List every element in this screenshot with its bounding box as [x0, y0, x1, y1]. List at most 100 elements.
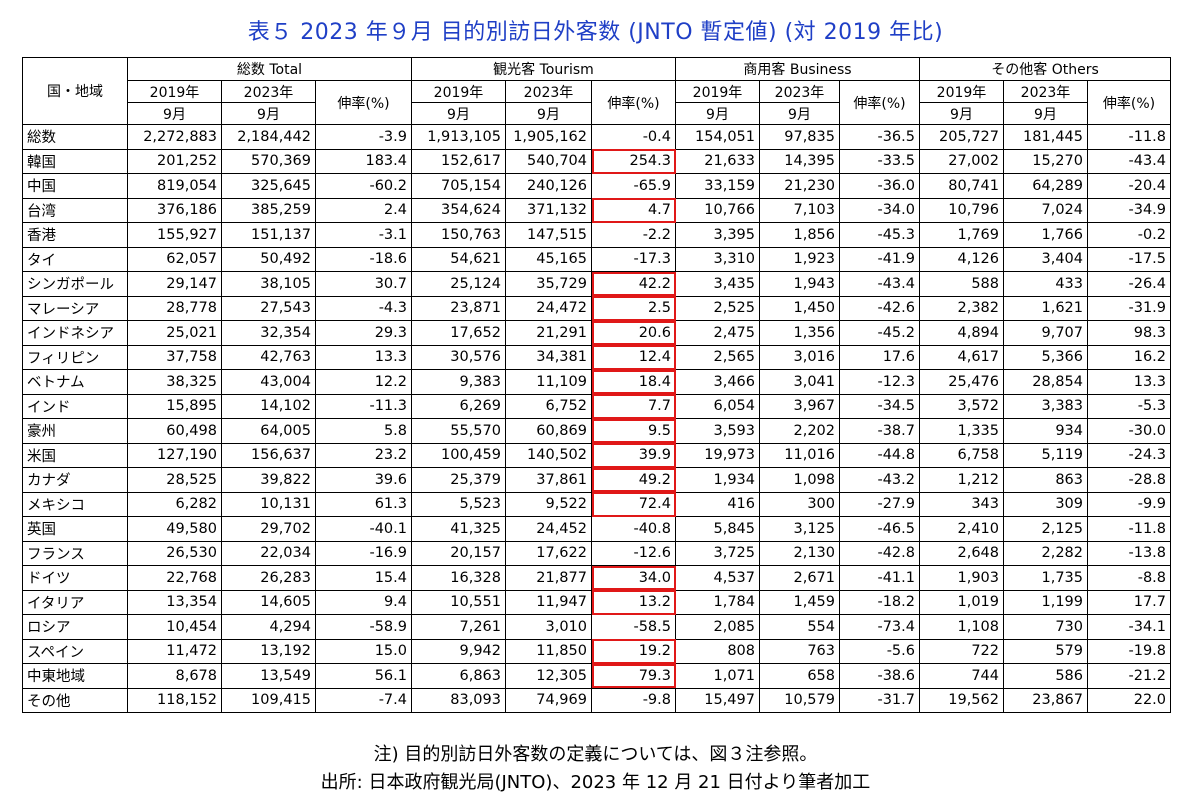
value-cell: 100,459: [411, 442, 506, 468]
highlighted-value-cell: 4.7: [591, 197, 676, 223]
value-cell: 2,282: [1003, 540, 1088, 566]
value-cell: 7,103: [759, 197, 840, 223]
value-cell: -11.8: [1086, 124, 1172, 150]
value-cell: 30.7: [315, 271, 412, 297]
region-name: ドイツ: [22, 565, 128, 591]
month-header: 9月: [221, 102, 316, 125]
highlighted-value-cell: 7.7: [591, 393, 676, 419]
value-cell: 5.8: [315, 418, 412, 444]
value-cell: 8,678: [127, 663, 222, 689]
value-cell: 354,624: [411, 197, 506, 223]
value-cell: 1,450: [759, 295, 840, 321]
value-cell: 1,943: [759, 271, 840, 297]
value-cell: 579: [1003, 638, 1088, 664]
value-cell: 19,562: [919, 687, 1004, 713]
value-cell: 588: [919, 271, 1004, 297]
value-cell: 201,252: [127, 148, 222, 174]
highlighted-value-cell: 79.3: [591, 663, 676, 689]
value-cell: -3.1: [315, 222, 412, 248]
value-cell: -19.8: [1086, 638, 1172, 664]
value-cell: 64,005: [221, 418, 316, 444]
value-cell: 3,041: [759, 369, 840, 395]
value-cell: -58.5: [591, 614, 676, 640]
group-header-tourism: 観光客 Tourism: [411, 57, 676, 81]
value-cell: -18.6: [315, 246, 412, 272]
value-cell: 540,704: [505, 148, 592, 174]
group-header-business: 商用客 Business: [675, 57, 920, 81]
value-cell: 205,727: [919, 124, 1004, 150]
region-name: インド: [22, 393, 128, 419]
value-cell: 50,492: [221, 246, 316, 272]
value-cell: 325,645: [221, 173, 316, 199]
value-cell: 61.3: [315, 491, 412, 517]
value-cell: 21,230: [759, 173, 840, 199]
value-cell: -44.8: [839, 442, 920, 468]
highlighted-value-cell: 19.2: [591, 638, 676, 664]
value-cell: 14,605: [221, 589, 316, 615]
value-cell: 2.4: [315, 197, 412, 223]
value-cell: 570,369: [221, 148, 316, 174]
table-title: 表５ 2023 年９月 目的別訪日外客数 (JNTO 暫定値) (対 2019 …: [247, 20, 944, 45]
table-row: カナダ 28,525 39,822 39.6 25,379 37,861 49.2 1,934…: [22, 467, 1172, 493]
value-cell: 2,202: [759, 418, 840, 444]
value-cell: 147,515: [505, 222, 592, 248]
value-cell: 22.0: [1086, 687, 1172, 713]
value-cell: 763: [759, 638, 840, 664]
value-cell: 3,593: [675, 418, 760, 444]
visitor-table: 国・地域 総数 Total 観光客 Tourism 商用客 Business そ…: [22, 57, 1172, 713]
value-cell: 64,289: [1003, 173, 1088, 199]
value-cell: -30.0: [1086, 418, 1172, 444]
value-cell: -26.4: [1086, 271, 1172, 297]
value-cell: -40.1: [315, 516, 412, 542]
value-cell: 1,769: [919, 222, 1004, 248]
region-name: 韓国: [22, 148, 128, 174]
value-cell: -31.7: [839, 687, 920, 713]
value-cell: 152,617: [411, 148, 506, 174]
value-cell: 10,766: [675, 197, 760, 223]
value-cell: 181,445: [1003, 124, 1088, 150]
value-cell: 730: [1003, 614, 1088, 640]
value-cell: 25,124: [411, 271, 506, 297]
month-header: 9月: [919, 102, 1004, 125]
value-cell: -12.3: [839, 369, 920, 395]
value-cell: 586: [1003, 663, 1088, 689]
value-cell: -17.5: [1086, 246, 1172, 272]
value-cell: 705,154: [411, 173, 506, 199]
value-cell: 41,325: [411, 516, 506, 542]
year-2019-header: 2019年: [127, 80, 222, 103]
year-2023-header: 2023年: [221, 80, 316, 103]
value-cell: 32,354: [221, 320, 316, 346]
value-cell: -13.8: [1086, 540, 1172, 566]
value-cell: 343: [919, 491, 1004, 517]
highlighted-value-cell: 20.6: [591, 320, 676, 346]
value-cell: 1,071: [675, 663, 760, 689]
value-cell: -65.9: [591, 173, 676, 199]
table-row: タイ 62,057 50,492 -18.6 54,621 45,165 -17.3 3,31…: [22, 246, 1172, 272]
region-name: 台湾: [22, 197, 128, 223]
year-2023-header: 2023年: [505, 80, 592, 103]
value-cell: 2,272,883: [127, 124, 222, 150]
value-cell: -2.2: [591, 222, 676, 248]
table-body: 総数 2,272,883 2,184,442 -3.9 1,913,105 1,905,1…: [22, 124, 1172, 713]
value-cell: 38,105: [221, 271, 316, 297]
value-cell: 83,093: [411, 687, 506, 713]
value-cell: 60,498: [127, 418, 222, 444]
value-cell: 2,085: [675, 614, 760, 640]
value-cell: 658: [759, 663, 840, 689]
value-cell: 309: [1003, 491, 1088, 517]
highlighted-value-cell: 13.2: [591, 589, 676, 615]
value-cell: 3,383: [1003, 393, 1088, 419]
value-cell: 11,947: [505, 589, 592, 615]
value-cell: -34.0: [839, 197, 920, 223]
region-name: 香港: [22, 222, 128, 248]
value-cell: 5,119: [1003, 442, 1088, 468]
value-cell: -5.3: [1086, 393, 1172, 419]
value-cell: 416: [675, 491, 760, 517]
value-cell: 2,671: [759, 565, 840, 591]
value-cell: 23,871: [411, 295, 506, 321]
value-cell: -34.5: [839, 393, 920, 419]
value-cell: 934: [1003, 418, 1088, 444]
value-cell: 37,861: [505, 467, 592, 493]
table-row: 米国 127,190 156,637 23.2 100,459 140,502 39.9 19…: [22, 442, 1172, 468]
value-cell: 154,051: [675, 124, 760, 150]
